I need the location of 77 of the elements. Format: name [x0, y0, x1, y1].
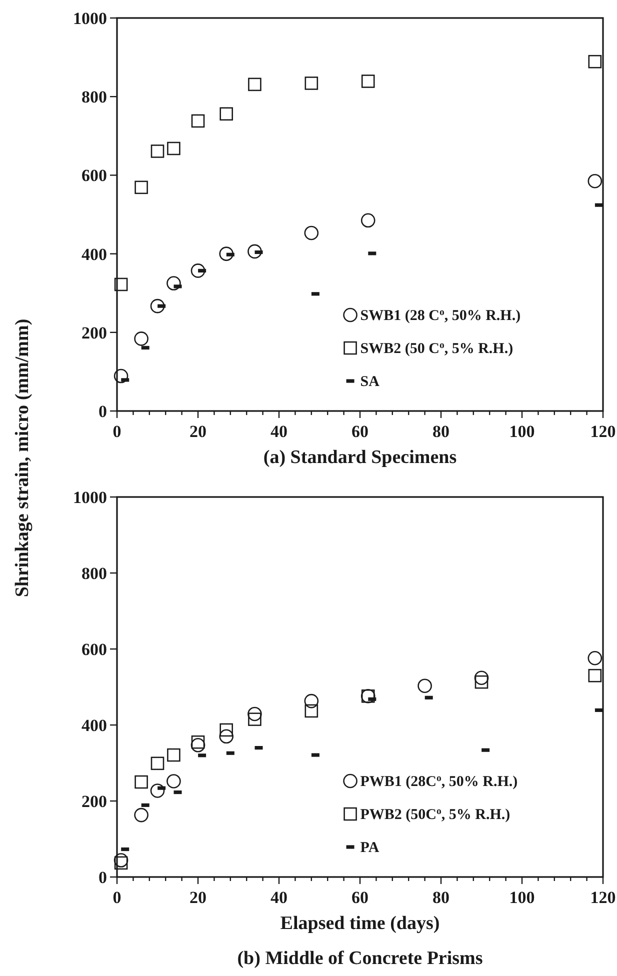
y-tick-label: 400	[82, 716, 107, 735]
point	[114, 368, 128, 384]
x-tick-label: 40	[270, 422, 288, 441]
y-tick-label: 600	[82, 640, 107, 659]
x-tick-label: 20	[190, 422, 206, 441]
y-tick-label: 600	[82, 166, 107, 186]
point	[588, 54, 602, 68]
text: (a) Standard Specimens	[263, 447, 457, 468]
legend-label: SWB1 (28 C$^{o}$, 50% R.H.)	[360, 306, 521, 324]
point	[248, 706, 262, 722]
y-axis-title: Shrinkage strain, micro (mm/mm)	[12, 318, 33, 598]
point	[248, 712, 262, 726]
point	[166, 276, 181, 290]
point	[150, 144, 164, 158]
point	[134, 808, 148, 822]
point	[134, 180, 148, 194]
point	[150, 298, 165, 314]
point	[191, 735, 205, 749]
legend-label: PWB2 (50C$^{o}$, 5% R.H.)	[360, 806, 510, 823]
legend-label: PA	[360, 840, 380, 856]
point	[220, 723, 233, 737]
point	[150, 756, 164, 770]
point	[304, 76, 318, 90]
x-tick-label: 60	[352, 422, 368, 441]
point	[361, 74, 375, 88]
point	[248, 78, 262, 92]
y-tick-label: 200	[82, 792, 107, 811]
point	[418, 678, 432, 694]
point	[166, 774, 181, 788]
y-tick-label: 1000	[73, 9, 107, 28]
x-tick-label: 100	[509, 422, 535, 441]
text: (b) Middle of Concrete Prisms	[237, 948, 483, 969]
x-tick-label: 80	[432, 422, 450, 441]
point	[474, 675, 488, 689]
x-tick-label: 20	[190, 888, 206, 907]
point	[167, 142, 180, 156]
point	[474, 670, 489, 686]
point	[219, 729, 234, 744]
point	[588, 668, 602, 682]
legend-label: SA	[360, 374, 380, 390]
x-tick-label: 100	[509, 888, 535, 907]
x-tick-label: 120	[590, 888, 616, 907]
point	[150, 784, 165, 798]
x-tick-label: 0	[112, 888, 122, 907]
y-tick-label: 800	[82, 564, 107, 583]
y-tick-label: 200	[82, 323, 107, 342]
point	[304, 226, 319, 240]
point	[114, 856, 128, 870]
x-axis-title: Elapsed time (days)	[280, 913, 440, 934]
point	[360, 213, 376, 228]
point	[190, 738, 206, 752]
x-tick-label: 0	[112, 422, 122, 441]
point	[304, 704, 318, 718]
y-tick-label: 0	[98, 868, 107, 887]
y-tick-label: 0	[98, 402, 107, 421]
x-tick-label: 40	[270, 888, 288, 907]
point	[220, 107, 233, 121]
point	[114, 853, 128, 868]
legend-label: PWB1 (28C$^{o}$, 50% R.H.)	[360, 772, 518, 790]
point	[304, 694, 319, 708]
x-tick-label: 60	[352, 888, 368, 907]
point	[191, 114, 205, 128]
legend-label: SWB2 (50 C$^{o}$, 5% R.H.)	[360, 340, 514, 357]
point	[134, 332, 148, 346]
point	[248, 244, 262, 259]
x-tick-label: 120	[590, 422, 616, 441]
point	[134, 775, 148, 789]
x-tick-label: 80	[432, 888, 450, 907]
point	[167, 748, 180, 762]
point	[190, 264, 206, 278]
y-tick-label: 400	[82, 244, 107, 264]
point	[588, 650, 602, 666]
point	[114, 278, 128, 292]
y-tick-label: 1000	[73, 488, 107, 507]
point	[219, 246, 234, 261]
point	[588, 174, 602, 188]
y-tick-label: 800	[82, 88, 107, 107]
